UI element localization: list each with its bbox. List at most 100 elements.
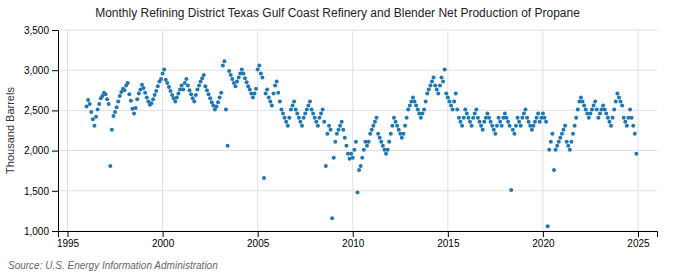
point xyxy=(343,136,347,140)
point xyxy=(592,104,596,108)
point xyxy=(406,108,410,112)
grid-line-x xyxy=(162,30,163,231)
point xyxy=(573,124,577,128)
point xyxy=(180,83,184,87)
x-tick-label: 2000 xyxy=(152,238,175,249)
grid-line-y xyxy=(58,30,657,31)
point xyxy=(375,116,379,120)
x-tick: 2020 xyxy=(532,231,555,249)
point xyxy=(153,93,157,97)
point xyxy=(279,108,283,112)
point xyxy=(508,124,512,128)
point xyxy=(265,87,269,91)
point xyxy=(135,97,139,101)
point xyxy=(108,164,112,168)
point xyxy=(287,116,291,120)
point xyxy=(203,84,207,88)
point xyxy=(466,116,470,120)
point xyxy=(362,148,366,152)
point xyxy=(378,136,382,140)
point xyxy=(489,120,493,124)
point xyxy=(268,100,272,104)
point xyxy=(306,104,310,108)
point xyxy=(525,116,529,120)
point xyxy=(270,104,274,108)
point xyxy=(590,108,594,112)
point xyxy=(137,92,141,96)
point xyxy=(175,96,179,100)
point xyxy=(292,100,296,104)
point xyxy=(370,128,374,132)
point xyxy=(248,87,252,91)
point xyxy=(371,124,375,128)
grid-line-x xyxy=(447,30,448,231)
point xyxy=(340,120,344,124)
point xyxy=(127,92,131,96)
x-tick-mark xyxy=(353,231,354,237)
point xyxy=(547,148,551,152)
point xyxy=(498,120,502,124)
point xyxy=(593,100,597,104)
point xyxy=(387,140,391,144)
point xyxy=(390,124,394,128)
point xyxy=(394,120,398,124)
point xyxy=(189,92,193,96)
point xyxy=(192,100,196,104)
point xyxy=(419,116,423,120)
y-tick-label: 2,000 xyxy=(24,145,49,156)
point xyxy=(115,105,119,109)
point xyxy=(276,91,280,95)
point xyxy=(523,108,527,112)
x-tick-label: 2020 xyxy=(532,238,555,249)
point xyxy=(329,128,333,132)
point xyxy=(588,112,592,116)
point xyxy=(535,116,539,120)
point xyxy=(286,124,290,128)
point xyxy=(493,132,497,136)
point xyxy=(243,76,247,80)
point xyxy=(251,96,255,100)
point xyxy=(634,152,638,156)
point xyxy=(359,164,363,168)
point xyxy=(571,132,575,136)
point xyxy=(303,112,307,116)
point xyxy=(395,124,399,128)
point xyxy=(294,108,298,112)
point xyxy=(96,108,100,112)
point xyxy=(584,108,588,112)
point xyxy=(468,120,472,124)
point xyxy=(606,116,610,120)
point xyxy=(365,144,369,148)
point xyxy=(516,116,520,120)
point xyxy=(132,112,136,116)
point xyxy=(413,100,417,104)
point xyxy=(214,104,218,108)
point xyxy=(245,80,249,84)
point xyxy=(368,132,372,136)
point xyxy=(105,97,109,101)
point xyxy=(235,79,239,83)
point xyxy=(257,63,261,67)
point xyxy=(281,112,285,116)
point xyxy=(566,144,570,148)
point xyxy=(107,102,111,106)
point xyxy=(302,116,306,120)
point xyxy=(447,100,451,104)
point xyxy=(506,120,510,124)
point xyxy=(284,120,288,124)
point xyxy=(492,128,496,132)
point xyxy=(596,116,600,120)
point xyxy=(181,87,185,91)
point xyxy=(509,188,513,192)
point xyxy=(91,117,95,121)
point xyxy=(92,124,96,128)
point xyxy=(460,124,464,128)
point xyxy=(519,124,523,128)
point xyxy=(252,92,256,96)
point xyxy=(295,112,299,116)
point xyxy=(275,79,279,83)
point xyxy=(327,124,331,128)
grid-line-x xyxy=(542,30,543,231)
point xyxy=(520,116,524,120)
point xyxy=(330,216,334,220)
